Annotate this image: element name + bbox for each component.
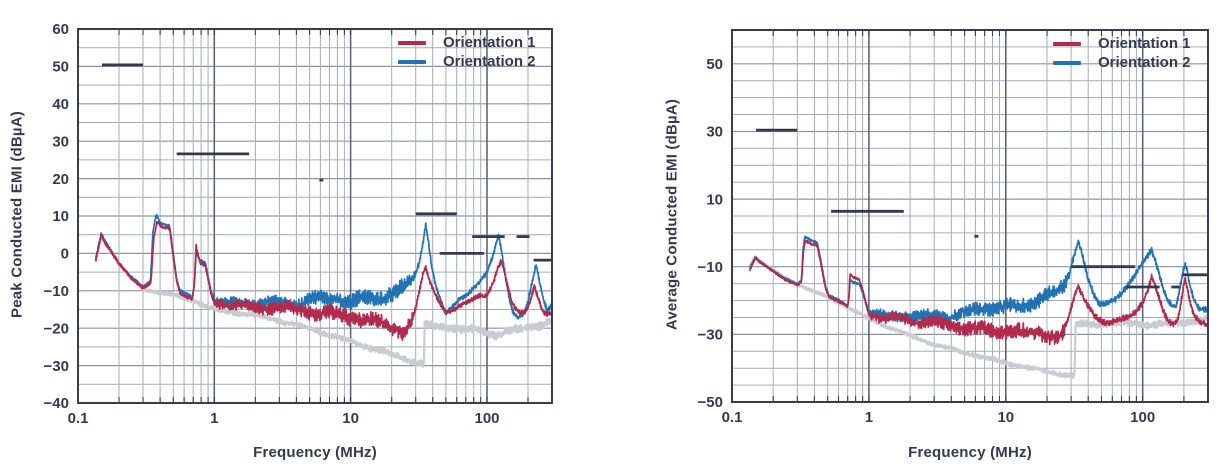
average-chart-legend: Orientation 1 Orientation 2 [1053, 35, 1191, 71]
average-chart-x-axis-title: Frequency (MHz) [908, 444, 1032, 461]
x-tick-label: 100 [1130, 409, 1155, 426]
x-tick-label: 0.1 [722, 409, 743, 426]
trace-orientation-2 [94, 213, 551, 320]
cispr-limit-segments [756, 128, 1208, 289]
axis-tick-marks [772, 30, 1185, 402]
legend-item-orientation-2: Orientation 2 [1053, 54, 1191, 71]
x-tick-label: 10 [997, 409, 1014, 426]
y-tick-label: −30 [698, 327, 723, 344]
y-tick-label: 60 [52, 21, 69, 38]
x-tick-label: 0.1 [68, 410, 89, 427]
y-tick-label: 30 [706, 124, 723, 141]
y-tick-label: −30 [44, 358, 69, 375]
legend-item-orientation-2: Orientation 2 [398, 53, 536, 70]
y-tick-label: 50 [52, 59, 69, 76]
trace-orientation-1 [748, 239, 1207, 346]
cispr-limit-segments [102, 63, 552, 262]
y-tick-label: −10 [44, 283, 69, 300]
legend-item-orientation-1: Orientation 1 [1053, 35, 1191, 52]
y-tick-label: 20 [52, 171, 69, 188]
y-tick-label: 30 [52, 133, 69, 150]
orientation-1-line-swatch [1053, 41, 1081, 46]
y-tick-label: −40 [44, 395, 69, 412]
y-tick-label: 0 [61, 246, 69, 263]
legend-item-orientation-1: Orientation 1 [398, 34, 536, 51]
x-tick-label: 100 [474, 410, 499, 427]
emi-traces [94, 213, 551, 368]
peak-chart-y-axis-title: Peak Conducted EMI (dBµA) [8, 111, 26, 318]
y-tick-label: 10 [706, 191, 723, 208]
average-emi-chart: 50 30 10 −10 −30 −500.1 1 10 100 [698, 29, 1209, 426]
gridlines [78, 29, 552, 403]
y-tick-label: −50 [698, 394, 723, 411]
x-tick-label: 1 [865, 409, 873, 426]
trace-noise-floor [94, 234, 551, 368]
peak-chart-x-axis-title: Frequency (MHz) [253, 444, 377, 461]
orientation-2-line-swatch [1053, 60, 1081, 65]
legend-label: Orientation 2 [443, 53, 536, 70]
legend-label: Orientation 1 [443, 34, 536, 51]
y-tick-label: 10 [52, 208, 69, 225]
legend-label: Orientation 2 [1098, 54, 1191, 71]
y-tick-label: −20 [44, 320, 69, 337]
axis-tick-marks [118, 29, 529, 403]
plot-border [77, 28, 553, 404]
trace-noise-floor [748, 255, 1207, 379]
gridlines [732, 30, 1208, 402]
average-chart-y-axis-title: Average Conducted EMI (dBµA) [663, 98, 681, 331]
y-tick-label: −10 [698, 259, 723, 276]
emi-traces [748, 235, 1207, 379]
y-tick-label: 40 [52, 96, 69, 113]
tick-labels: 50 30 10 −10 −30 −500.1 1 10 100 [698, 56, 1156, 426]
trace-orientation-1 [94, 220, 551, 341]
y-tick-label: 50 [706, 56, 723, 73]
orientation-1-line-swatch [398, 40, 426, 45]
legend-label: Orientation 1 [1098, 35, 1191, 52]
plot-border [731, 29, 1209, 403]
peak-chart-legend: Orientation 1 Orientation 2 [398, 34, 536, 70]
x-tick-label: 1 [210, 410, 218, 427]
orientation-2-line-swatch [398, 59, 426, 64]
x-tick-label: 10 [342, 410, 359, 427]
